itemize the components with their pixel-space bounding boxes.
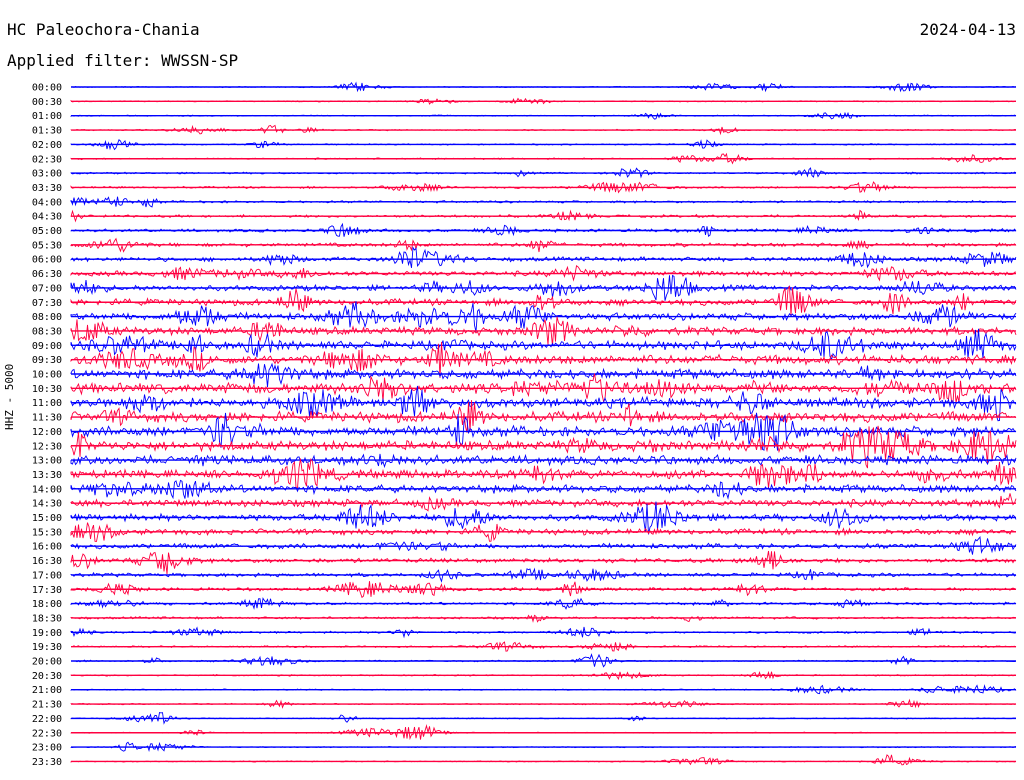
seismic-trace	[70, 316, 1017, 347]
time-tick-label: 03:30	[32, 183, 62, 194]
time-tick-label: 07:00	[32, 283, 62, 294]
time-tick-label: 18:30	[32, 613, 62, 624]
time-tick-label: 21:30	[32, 700, 62, 711]
seismic-trace	[70, 493, 1017, 512]
time-tick-label: 19:00	[32, 628, 62, 639]
time-tick-label: 12:30	[32, 441, 62, 452]
time-tick-label: 08:00	[32, 312, 62, 323]
time-tick-label: 19:30	[32, 642, 62, 653]
time-tick-label: 09:30	[32, 355, 62, 366]
seismic-trace	[70, 341, 1017, 378]
time-tick-label: 20:30	[32, 671, 62, 682]
time-tick-label: 10:00	[32, 370, 62, 381]
time-tick-label: 02:30	[32, 154, 62, 165]
seismic-trace	[70, 412, 1017, 451]
seismic-trace	[70, 285, 1017, 316]
time-tick-label: 07:30	[32, 298, 62, 309]
time-tick-label: 02:00	[32, 140, 62, 151]
seismic-trace	[70, 246, 1017, 269]
time-tick-label: 00:00	[32, 83, 62, 94]
time-tick-label: 20:00	[32, 657, 62, 668]
time-tick-label: 22:00	[32, 714, 62, 725]
time-tick-label: 12:00	[32, 427, 62, 438]
time-tick-label: 04:30	[32, 212, 62, 223]
seismic-trace	[70, 400, 1017, 433]
time-tick-label: 04:00	[32, 197, 62, 208]
time-tick-label: 08:30	[32, 326, 62, 337]
time-tick-label: 23:30	[32, 757, 62, 768]
time-tick-label: 15:00	[32, 513, 62, 524]
time-tick-label: 13:00	[32, 456, 62, 467]
time-tick-label: 17:00	[32, 570, 62, 581]
station-title: HC Paleochora-Chania	[7, 20, 200, 39]
time-tick-label: 16:30	[32, 556, 62, 567]
time-tick-label: 05:00	[32, 226, 62, 237]
time-tick-label: 05:30	[32, 240, 62, 251]
date-label: 2024-04-13	[919, 20, 1016, 39]
time-tick-label: 01:30	[32, 126, 62, 137]
time-tick-label: 10:30	[32, 384, 62, 395]
time-tick-label: 23:00	[32, 743, 62, 754]
time-tick-label: 01:00	[32, 111, 62, 122]
seismic-trace	[70, 754, 1017, 766]
time-tick-label: 11:30	[32, 413, 62, 424]
time-tick-label: 03:00	[32, 169, 62, 180]
time-tick-label: 17:30	[32, 585, 62, 596]
seismic-trace	[70, 362, 1017, 388]
filter-label: Applied filter: WWSSN-SP	[7, 51, 239, 70]
seismic-trace	[70, 479, 1017, 500]
time-tick-label: 06:30	[32, 269, 62, 280]
seismic-trace	[70, 425, 1017, 469]
time-tick-label: 15:30	[32, 527, 62, 538]
time-tick-label: 14:00	[32, 484, 62, 495]
time-tick-label: 00:30	[32, 97, 62, 108]
time-tick-label: 14:30	[32, 499, 62, 510]
seismic-trace	[70, 550, 1017, 575]
time-tick-label: 09:00	[32, 341, 62, 352]
time-tick-label: 06:00	[32, 255, 62, 266]
time-tick-label: 11:00	[32, 398, 62, 409]
seismic-trace	[70, 457, 1017, 490]
time-tick-label: 18:00	[32, 599, 62, 610]
time-tick-label: 16:00	[32, 542, 62, 553]
time-tick-label: 21:00	[32, 685, 62, 696]
time-tick-label: 13:30	[32, 470, 62, 481]
time-tick-label: 22:30	[32, 728, 62, 739]
